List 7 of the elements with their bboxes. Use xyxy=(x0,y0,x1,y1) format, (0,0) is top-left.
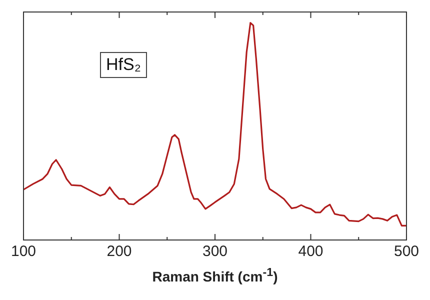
x-tick-label: 100 xyxy=(11,243,36,260)
annotation: HfS₂ xyxy=(100,52,147,78)
x-tick-label: 300 xyxy=(202,243,228,260)
x-tick-label: 200 xyxy=(106,243,132,260)
x-tick-label: 400 xyxy=(298,243,324,260)
x-tick-label: 500 xyxy=(394,243,419,260)
x-axis-title: Raman Shift (cm$^{-1}$) xyxy=(151,266,279,285)
